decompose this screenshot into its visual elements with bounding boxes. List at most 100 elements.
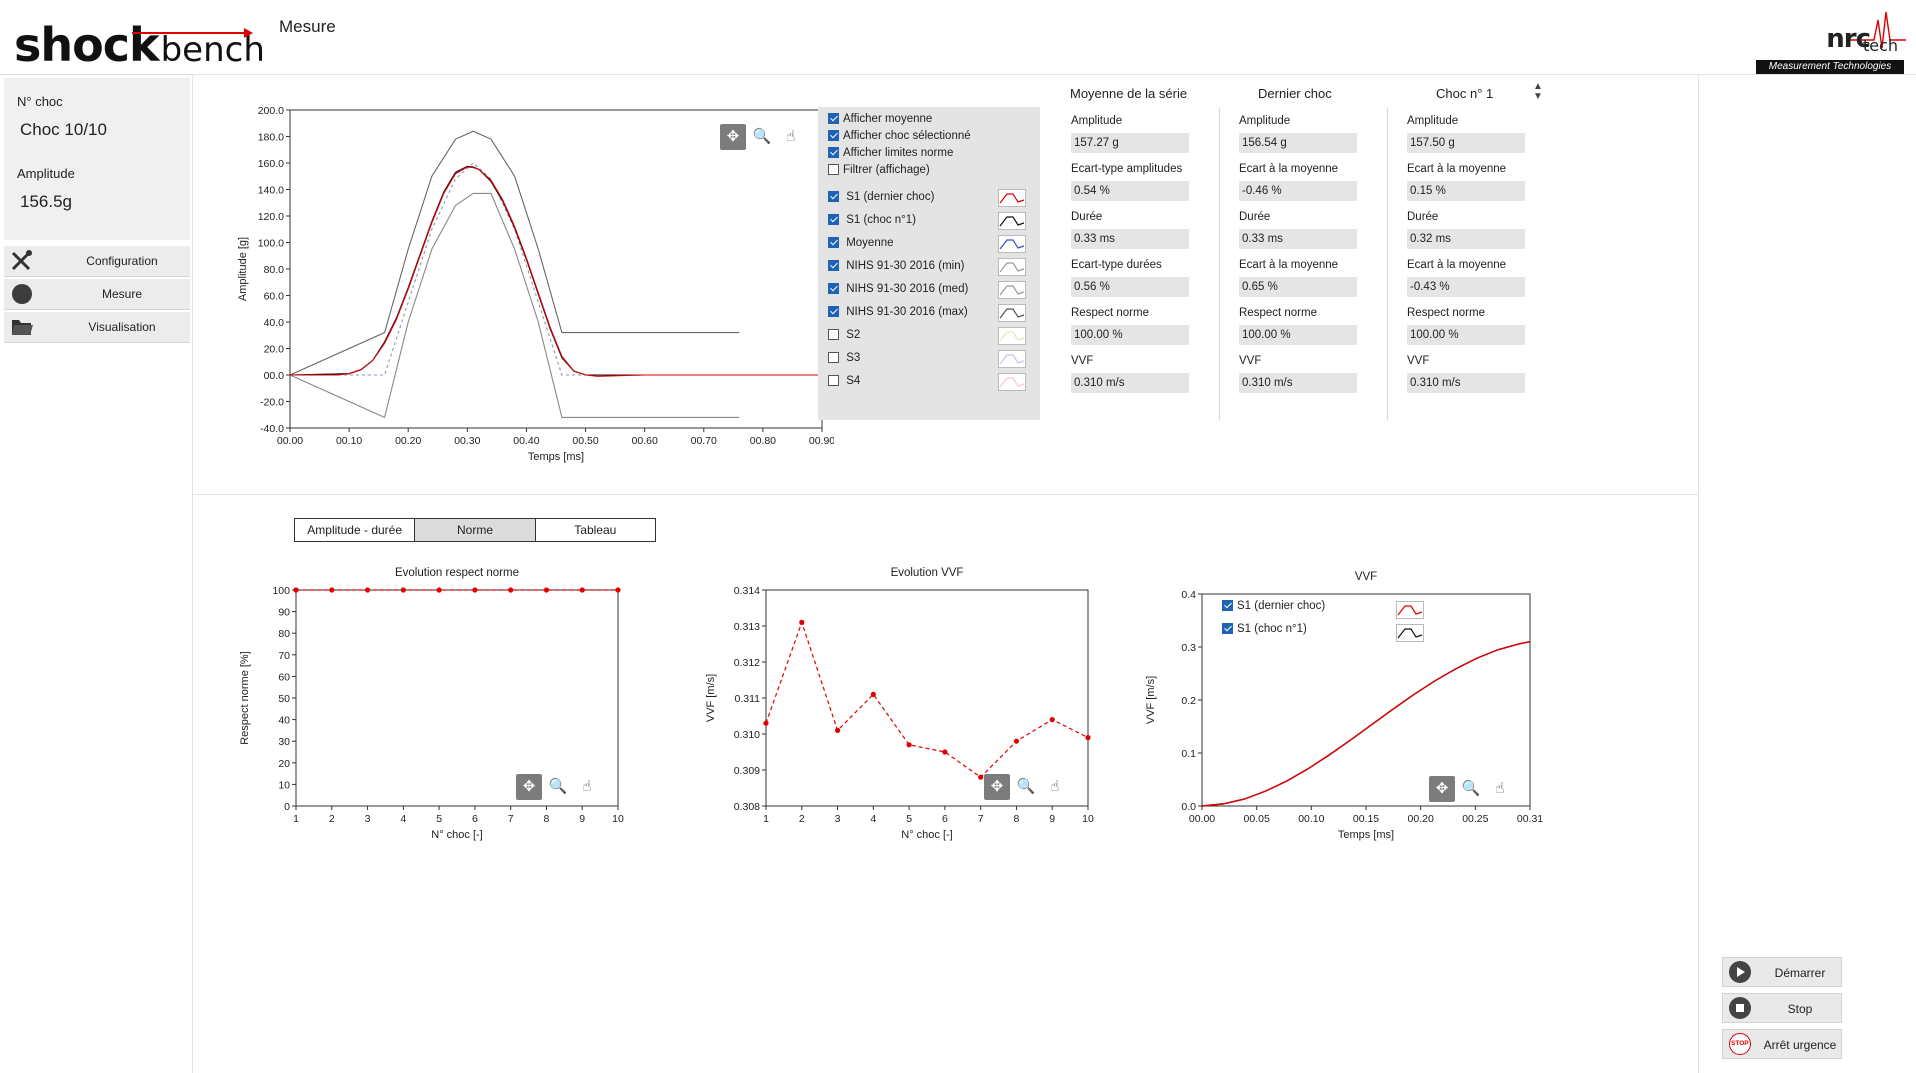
- emergency-stop-button[interactable]: STOP Arrêt urgence: [1722, 1029, 1842, 1059]
- pan-icon[interactable]: ✥: [984, 774, 1010, 800]
- series-swatch-icon: [998, 281, 1026, 299]
- checkbox[interactable]: [828, 306, 839, 318]
- legend-series-5[interactable]: NIHS 91-30 2016 (max): [828, 306, 1028, 318]
- norme-evolution-chart[interactable]: 0 10 20 30 40 50 60 70 80 90 100 1 2 3 4 5 6 7 8 9 10 N° choc…: [230, 558, 630, 848]
- legend-option-label: Afficher moyenne: [843, 113, 933, 125]
- shock-selector-spinner[interactable]: ▲ ▼: [1533, 82, 1543, 102]
- zoom-icon[interactable]: 🔍: [1461, 780, 1481, 797]
- nav-configuration-button[interactable]: Configuration: [4, 246, 190, 277]
- stat-value: 0.65 %: [1239, 277, 1357, 297]
- vvf-evolution-chart[interactable]: 0.308 0.309 0.310 0.311 0.312 0.313 0.314 1 2 3 4 5…: [700, 558, 1100, 848]
- x-axis-label: N° choc [-]: [431, 829, 482, 841]
- nav-mesure-label: Mesure: [101, 287, 142, 301]
- plot-area: [289, 109, 823, 429]
- stop-label: Stop: [1787, 1002, 1813, 1016]
- nav-mesure-button[interactable]: Mesure: [4, 279, 190, 310]
- tab-amplitude-duree[interactable]: Amplitude - durée: [295, 519, 416, 541]
- y-tick-label: 60.0: [264, 291, 285, 303]
- checkbox[interactable]: [828, 375, 839, 387]
- hand-pointer-icon[interactable]: ☝: [582, 778, 592, 795]
- data-point: [906, 742, 912, 748]
- checkbox[interactable]: [1222, 623, 1233, 635]
- vvf-time-chart[interactable]: 0.0 0.1 0.2 0.3 0.4 00.00 00.05 00.10 00.15 00.20…: [1140, 558, 1560, 848]
- pan-icon[interactable]: ✥: [516, 774, 542, 800]
- y-tick-label: 100.0: [258, 238, 284, 250]
- checkbox[interactable]: [828, 214, 839, 226]
- tab-tableau[interactable]: Tableau: [574, 523, 617, 537]
- data-point: [472, 587, 478, 593]
- stat-label: Durée: [1239, 211, 1271, 223]
- x-tick-label: 9: [1049, 813, 1055, 825]
- spinner-down-icon[interactable]: ▼: [1533, 91, 1543, 102]
- wrench-screwdriver-icon: [11, 250, 32, 271]
- legend-option-2[interactable]: Afficher limites norme: [828, 147, 953, 159]
- vvf-legend-item-s1-choc1[interactable]: S1 (choc n°1): [1222, 623, 1424, 646]
- zoom-icon[interactable]: 🔍: [548, 778, 568, 795]
- series-swatch-icon: [998, 350, 1026, 368]
- stat-label: VVF: [1071, 355, 1094, 367]
- tab-norme[interactable]: Norme: [415, 519, 536, 541]
- x-tick-label: 00.10: [336, 435, 362, 447]
- stat-label: Ecart à la moyenne: [1239, 259, 1339, 271]
- hand-pointer-icon[interactable]: ☝: [1050, 778, 1060, 795]
- spinner-up-icon[interactable]: ▲: [1533, 81, 1543, 92]
- legend-option-3[interactable]: Filtrer (affichage): [828, 164, 930, 176]
- x-axis-label: Temps [ms]: [1338, 829, 1394, 841]
- hand-pointer-icon[interactable]: ☝: [786, 128, 796, 145]
- legend-series-1[interactable]: S1 (choc n°1): [828, 214, 1028, 226]
- checkbox[interactable]: [1222, 600, 1233, 612]
- x-tick-label: 00.00: [277, 435, 303, 447]
- data-point: [834, 727, 841, 733]
- hand-pointer-icon[interactable]: ☝: [1495, 780, 1505, 797]
- checkbox[interactable]: [828, 283, 839, 295]
- vvf-time-toolbar: ✥ 🔍 ☝: [1429, 776, 1517, 802]
- start-button[interactable]: Démarrer: [1722, 957, 1842, 987]
- stat-label: Ecart à la moyenne: [1239, 163, 1339, 175]
- checkbox[interactable]: [828, 191, 839, 203]
- pan-icon[interactable]: ✥: [720, 124, 746, 150]
- legend-option-0[interactable]: Afficher moyenne: [828, 113, 932, 125]
- data-point: [763, 720, 769, 726]
- y-tick-label: 50: [278, 693, 290, 705]
- data-point: [615, 587, 621, 593]
- checkbox[interactable]: [828, 237, 839, 249]
- checkbox[interactable]: [828, 260, 839, 272]
- series-line: [765, 620, 1089, 778]
- vvf-legend-item-s1-dernier[interactable]: S1 (dernier choc): [1222, 600, 1424, 623]
- series-line: [289, 130, 740, 376]
- nav-visualisation-button[interactable]: Visualisation: [4, 312, 190, 343]
- checkbox[interactable]: [828, 164, 839, 176]
- zoom-icon[interactable]: 🔍: [1016, 778, 1036, 795]
- checkbox[interactable]: [828, 329, 839, 341]
- y-tick-label: 0.313: [734, 621, 760, 633]
- legend-series-6[interactable]: S2: [828, 329, 1028, 341]
- y-tick-label: 0.314: [734, 585, 760, 597]
- pan-icon[interactable]: ✥: [1429, 776, 1455, 802]
- checkbox[interactable]: [828, 147, 839, 159]
- data-point: [799, 619, 805, 625]
- stats-column-header: Moyenne de la série: [1070, 86, 1188, 101]
- legend-option-1[interactable]: Afficher choc sélectionné: [828, 130, 971, 142]
- y-tick-label: 10: [278, 779, 290, 791]
- y-tick-label: 80.0: [264, 264, 285, 276]
- stat-label: Ecart-type durées: [1071, 259, 1162, 271]
- legend-series-3[interactable]: NIHS 91-30 2016 (min): [828, 260, 1028, 272]
- legend-series-8[interactable]: S4: [828, 375, 1028, 387]
- stat-value: 0.310 m/s: [1407, 373, 1525, 393]
- section-divider: [192, 494, 1698, 495]
- legend-series-4[interactable]: NIHS 91-30 2016 (med): [828, 283, 1028, 295]
- zoom-icon[interactable]: 🔍: [752, 128, 772, 145]
- legend-series-7[interactable]: S3: [828, 352, 1028, 364]
- checkbox[interactable]: [828, 352, 839, 364]
- checkbox[interactable]: [828, 130, 839, 142]
- stat-value: 0.15 %: [1407, 181, 1525, 201]
- legend-series-0[interactable]: S1 (dernier choc): [828, 191, 1028, 203]
- stat-value: 157.27 g: [1071, 133, 1189, 153]
- amplitude-time-chart[interactable]: -40.0 -20.0 00.0 20.0 40.0 60.0 80.0 100.0 120.0…: [224, 100, 834, 465]
- x-tick-label: 5: [436, 813, 442, 825]
- y-tick-label: 60: [278, 671, 290, 683]
- checkbox[interactable]: [828, 113, 839, 125]
- stop-button[interactable]: Stop: [1722, 993, 1842, 1023]
- x-tick-label: 00.05: [1244, 813, 1270, 825]
- legend-series-2[interactable]: Moyenne: [828, 237, 1028, 249]
